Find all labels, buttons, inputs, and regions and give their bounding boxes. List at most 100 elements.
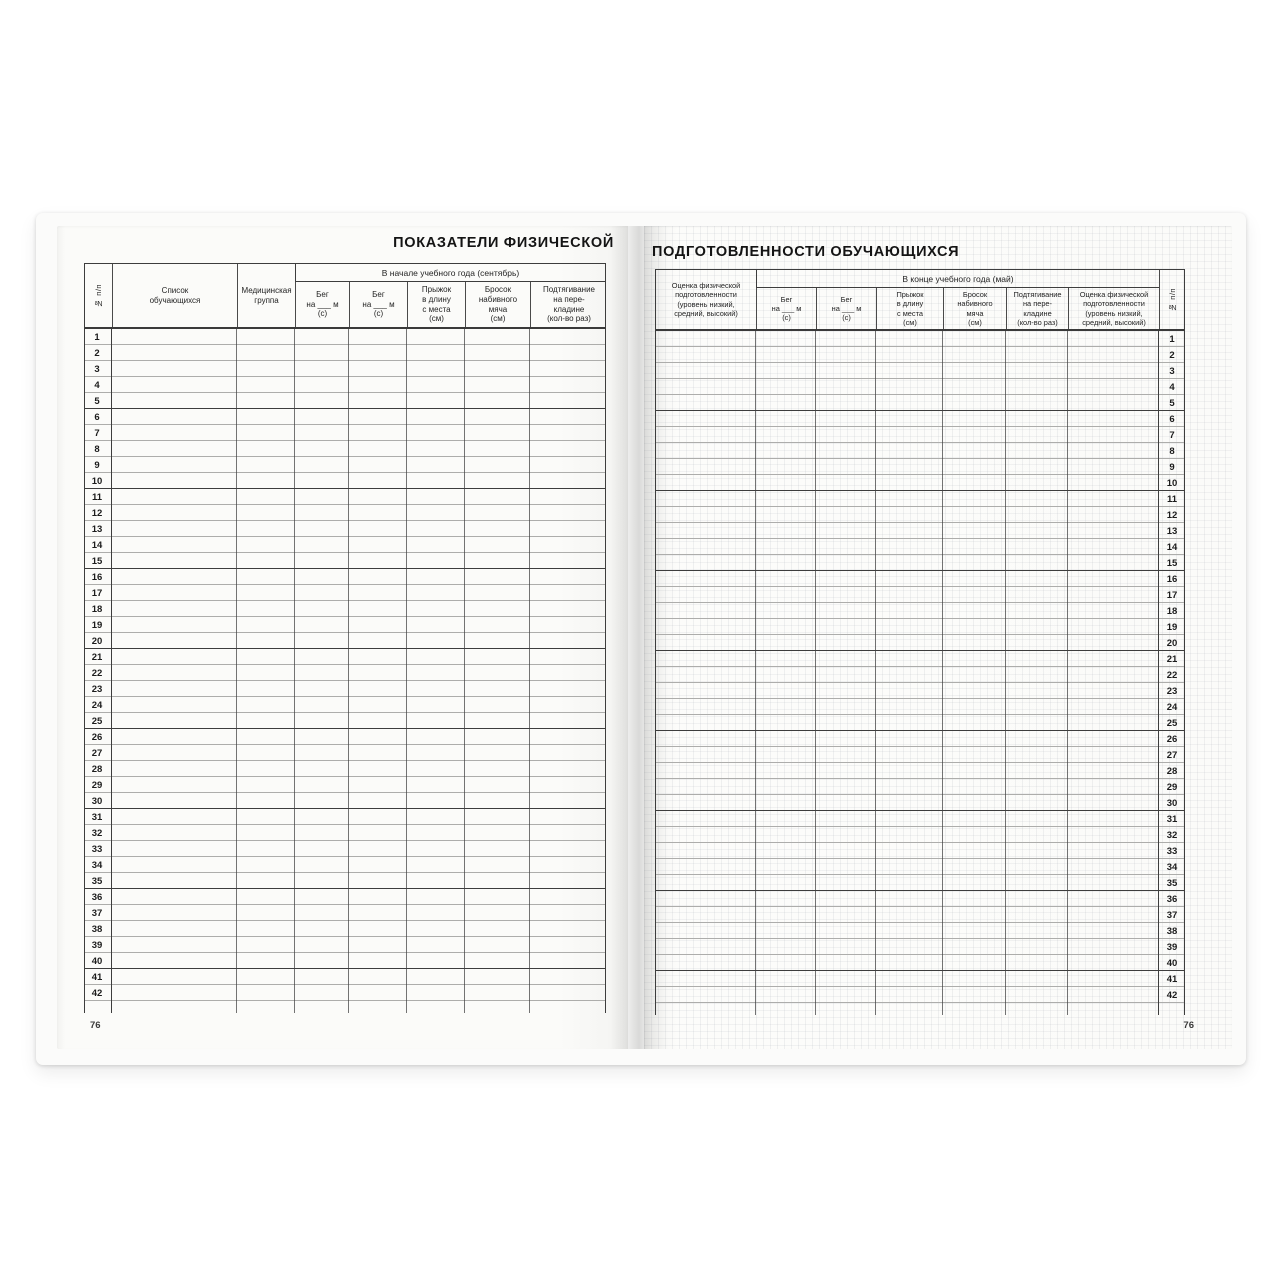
table-row: 11	[84, 489, 606, 505]
row-number: 41	[91, 971, 103, 983]
left-band-header: В начале учебного года (сентябрь)	[295, 264, 605, 282]
right-table-header: В конце учебного года (май) Оценка физич…	[655, 269, 1185, 331]
table-row: 2	[655, 347, 1185, 363]
grid-line	[1158, 331, 1159, 1015]
left-page-number: 76	[90, 1020, 101, 1031]
table-row: 13	[655, 523, 1185, 539]
row-number: 6	[1169, 413, 1175, 425]
row-number: 7	[94, 427, 100, 439]
table-row: 42	[655, 987, 1185, 1003]
grid-line	[529, 329, 530, 1013]
table-row: 31	[655, 811, 1185, 827]
table-row: 10	[655, 475, 1185, 491]
grid-line	[755, 331, 756, 1015]
table-row: 34	[655, 859, 1185, 875]
row-number: 4	[1169, 381, 1175, 393]
row-number: 30	[91, 795, 103, 807]
table-row: 26	[655, 731, 1185, 747]
row-number: 17	[91, 587, 103, 599]
row-number: 13	[1166, 525, 1178, 537]
table-row: 11	[655, 491, 1185, 507]
table-row: 22	[84, 665, 606, 681]
row-number: 6	[94, 411, 100, 423]
row-number: 1	[94, 331, 100, 343]
row-number: 21	[91, 651, 103, 663]
grid-line	[815, 331, 816, 1015]
table-row: 25	[655, 715, 1185, 731]
table-row: 24	[655, 699, 1185, 715]
grid-line	[1067, 331, 1068, 1015]
right-page-title: ПОДГОТОВЛЕННОСТИ ОБУЧАЮЩИХСЯ	[652, 244, 960, 260]
row-number: 4	[94, 379, 100, 391]
col-header-num: № п/п	[85, 264, 112, 327]
row-number: 15	[1166, 557, 1178, 569]
col-header-run2: Бег на ___ м (с)	[816, 288, 876, 329]
table-row: 30	[84, 793, 606, 809]
table-row: 5	[655, 395, 1185, 411]
row-number: 40	[1166, 957, 1178, 969]
row-number: 28	[91, 763, 103, 775]
table-row: 27	[655, 747, 1185, 763]
col-header-num: № п/п	[1159, 270, 1186, 329]
table-row: 16	[84, 569, 606, 585]
row-number: 37	[91, 907, 103, 919]
table-row: 1	[655, 331, 1185, 347]
table-row: 6	[84, 409, 606, 425]
right-band-header: В конце учебного года (май)	[756, 270, 1159, 288]
row-number: 29	[1166, 781, 1178, 793]
table-row: 14	[655, 539, 1185, 555]
grid-line	[464, 329, 465, 1013]
table-row: 37	[655, 907, 1185, 923]
table-row: 7	[84, 425, 606, 441]
row-number: 25	[1166, 717, 1178, 729]
row-number: 18	[1166, 605, 1178, 617]
row-number: 21	[1166, 653, 1178, 665]
row-number: 23	[91, 683, 103, 695]
table-row: 5	[84, 393, 606, 409]
row-number: 37	[1166, 909, 1178, 921]
table-row: 23	[84, 681, 606, 697]
table-row: 39	[84, 937, 606, 953]
table-row: 9	[84, 457, 606, 473]
right-table-rows: 1 2 3 4 5 6 7 8 9 10 11 12 13 14 15 16 17 18 19 20 21 22 23 24 2…	[655, 331, 1185, 1003]
col-header-run2: Бег на ___ м (с)	[349, 282, 407, 327]
row-number: 26	[1166, 733, 1178, 745]
row-number: 36	[1166, 893, 1178, 905]
right-page	[644, 226, 1232, 1049]
table-row: 14	[84, 537, 606, 553]
table-row: 8	[84, 441, 606, 457]
grid-line	[605, 329, 606, 1013]
grid-line	[942, 331, 943, 1015]
table-row: 24	[84, 697, 606, 713]
table-row: 12	[655, 507, 1185, 523]
table-row: 29	[84, 777, 606, 793]
row-number: 42	[91, 987, 103, 999]
row-number: 26	[91, 731, 103, 743]
table-row: 3	[655, 363, 1185, 379]
row-number: 10	[1166, 477, 1178, 489]
right-page-number: 76	[1183, 1020, 1194, 1031]
table-row: 10	[84, 473, 606, 489]
table-row: 8	[655, 443, 1185, 459]
row-number: 8	[1169, 445, 1175, 457]
row-number: 40	[91, 955, 103, 967]
table-row: 33	[655, 843, 1185, 859]
table-row: 32	[655, 827, 1185, 843]
table-row: 32	[84, 825, 606, 841]
col-header-students: Список обучающихся	[112, 264, 237, 327]
col-header-run1: Бег на ___ м (с)	[295, 282, 349, 327]
table-row: 41	[84, 969, 606, 985]
row-number: 9	[1169, 461, 1175, 473]
table-row: 40	[655, 955, 1185, 971]
row-number: 14	[91, 539, 103, 551]
table-row: 18	[655, 603, 1185, 619]
row-number: 3	[1169, 365, 1175, 377]
table-row: 30	[655, 795, 1185, 811]
col-header-run1: Бег на ___ м (с)	[756, 288, 816, 329]
row-number: 24	[91, 699, 103, 711]
table-row: 13	[84, 521, 606, 537]
col-header-long-jump: Прыжок в длину с места (см)	[876, 288, 943, 329]
row-number: 38	[91, 923, 103, 935]
grid-line	[406, 329, 407, 1013]
row-number: 12	[91, 507, 103, 519]
